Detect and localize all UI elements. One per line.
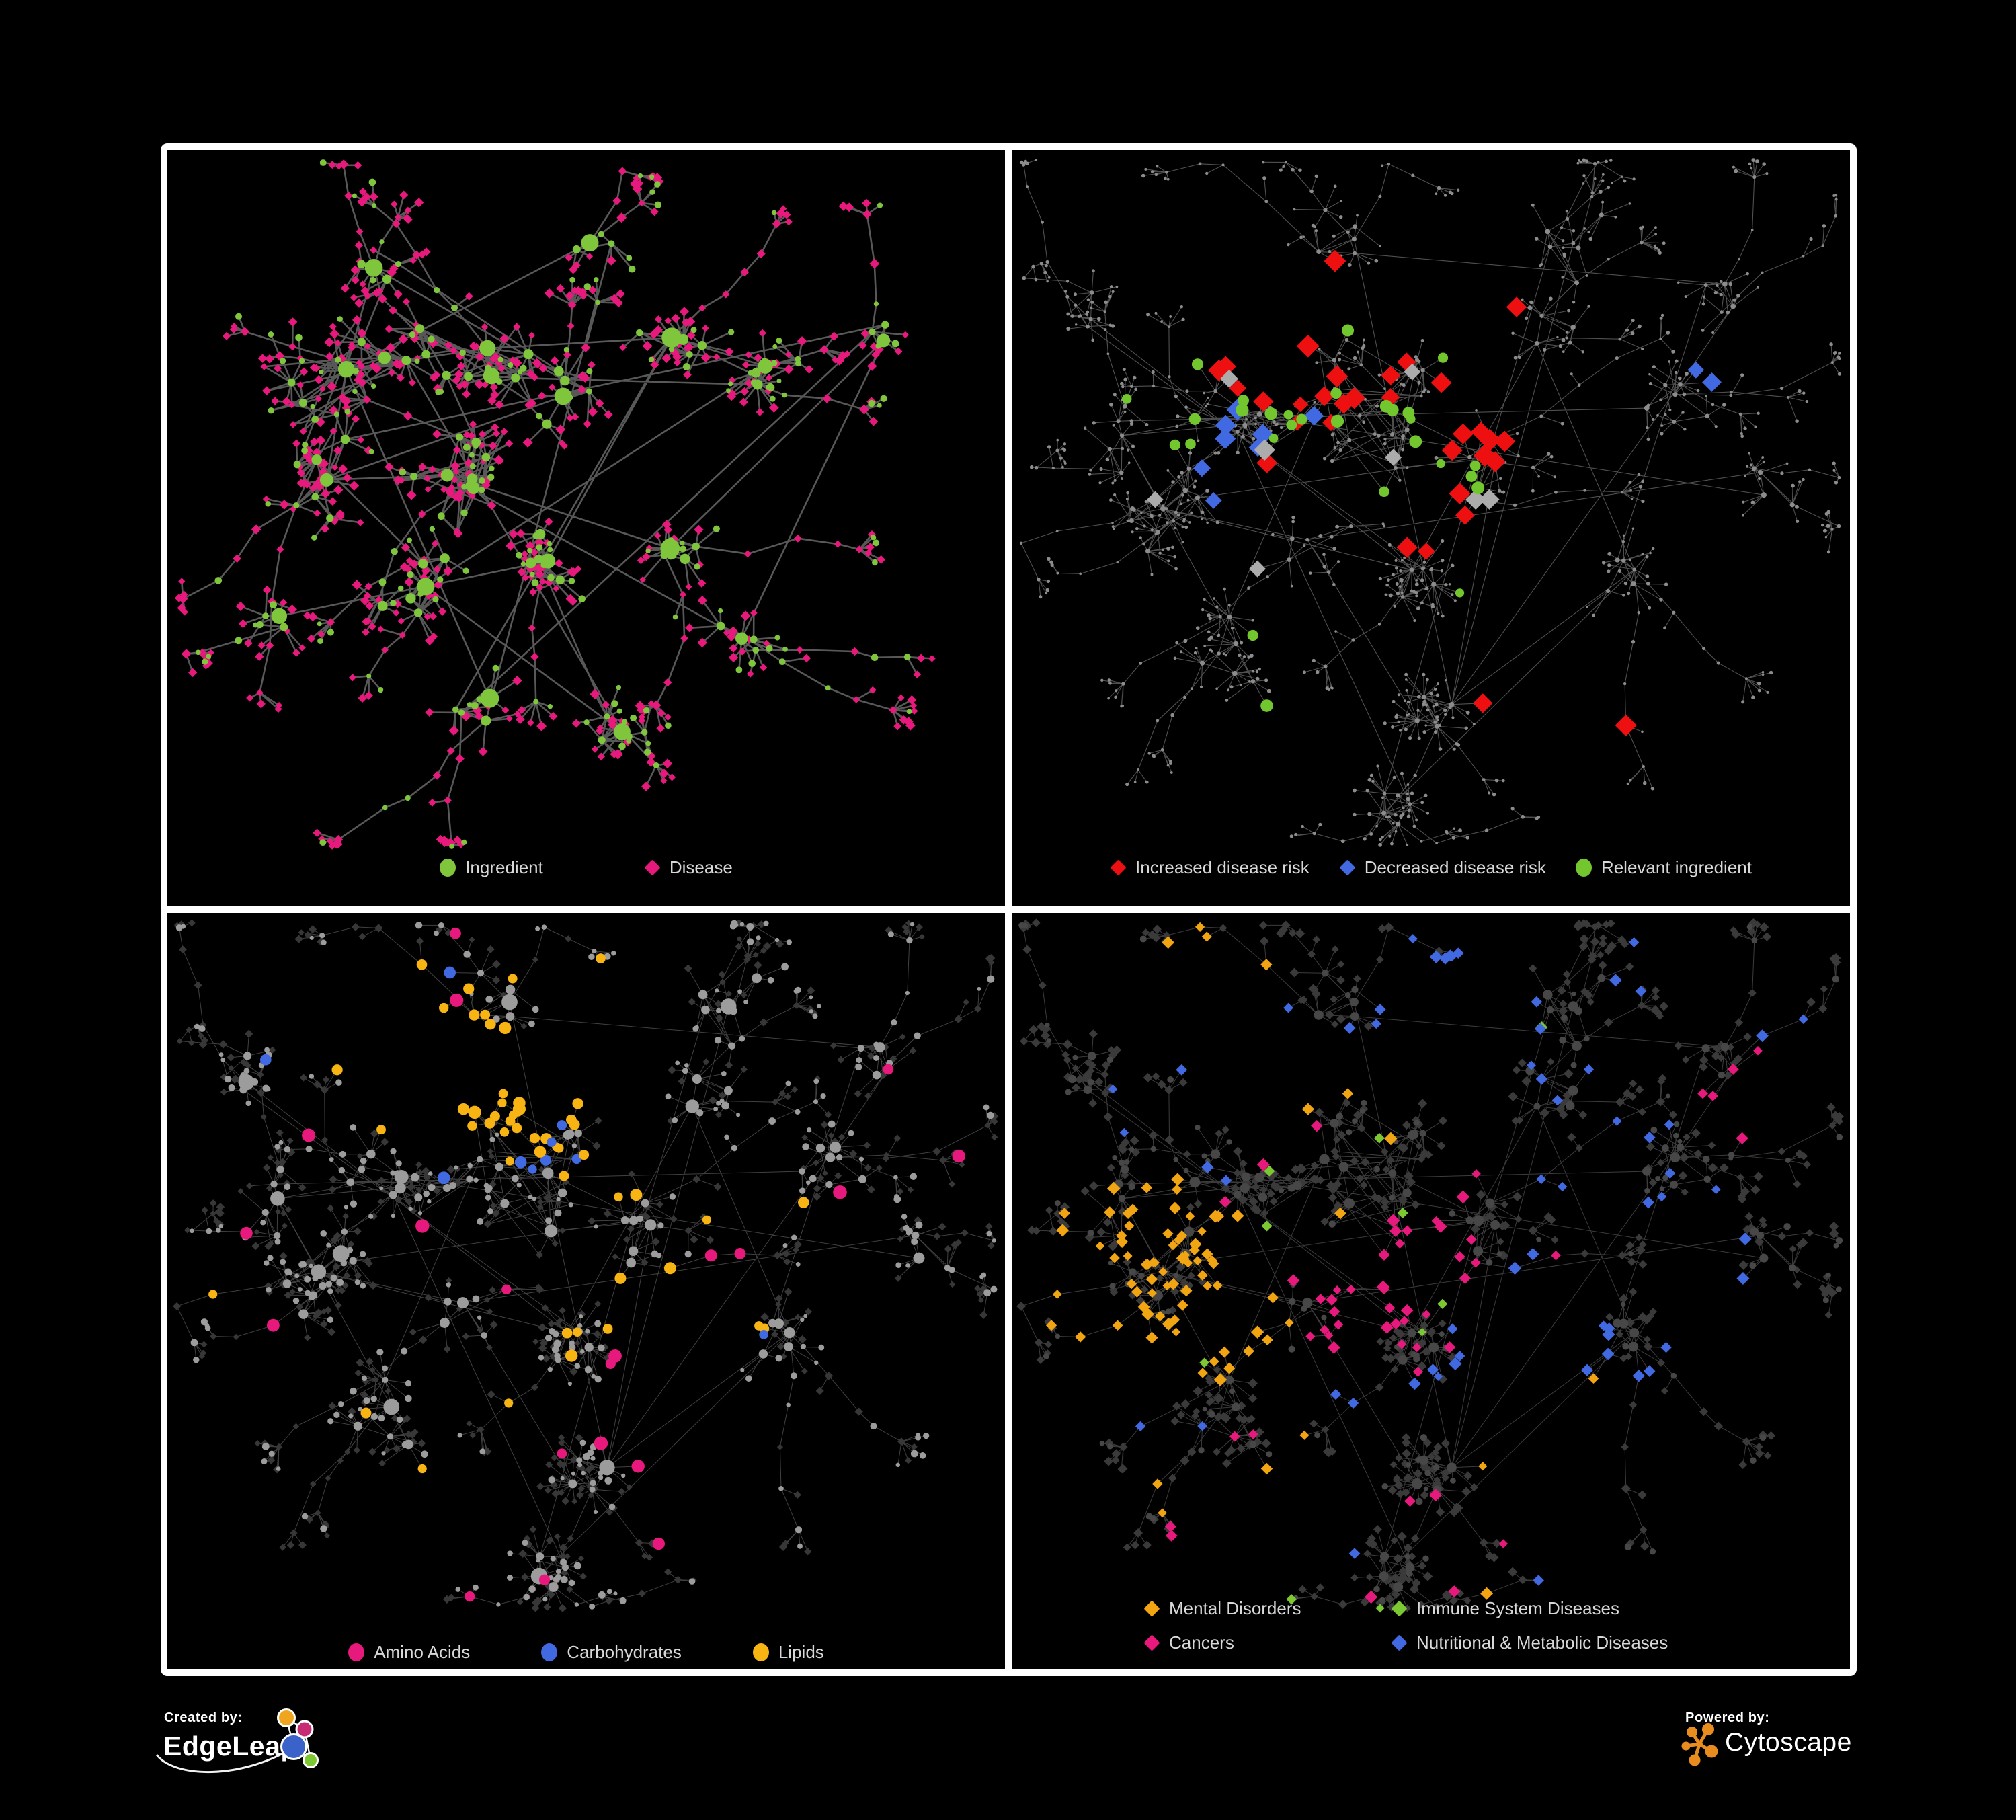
legend-label: Carbohydrates — [567, 1642, 682, 1662]
legend-item: Mental Disorders — [1143, 1598, 1391, 1619]
network-ingredient-disease — [174, 159, 936, 850]
cytoscape-logo-edges — [1684, 1727, 1713, 1762]
legend-label: Relevant ingredient — [1601, 857, 1752, 877]
cytoscape-logo-node — [1689, 1754, 1701, 1766]
legend-disease-risk: Increased disease risk Decreased disease … — [1012, 857, 1850, 878]
legend-ingredient-disease: Ingredient Disease — [167, 857, 1005, 878]
created-by-label: Created by: — [164, 1710, 243, 1725]
network-nutrient-classes — [173, 919, 999, 1612]
network-disease-classes — [1016, 918, 1844, 1613]
legend-marker-diamond-icon — [1110, 859, 1127, 876]
legend-label: Ingredient — [465, 857, 543, 877]
cytoscape-logo-node — [1681, 1741, 1691, 1751]
legend-marker-diamond-icon — [1143, 1634, 1160, 1651]
panel-nutrient-classes: Amino Acids Carbohydrates Lipids — [167, 913, 1005, 1669]
legend-marker-circle-icon — [752, 1643, 769, 1661]
legend-marker-diamond-icon — [1339, 859, 1356, 876]
legend-marker-circle-icon — [440, 859, 456, 877]
cytoscape-logo-icon — [1681, 1723, 1718, 1766]
legend-marker-diamond-icon — [1391, 1634, 1408, 1651]
legend-item: Relevant ingredient — [1575, 857, 1752, 878]
edgeleap-swoosh — [155, 1745, 296, 1773]
legend-item: Increased disease risk — [1110, 857, 1309, 878]
frame-divider-horizontal — [161, 906, 1857, 913]
legend-item: Immune System Diseases — [1391, 1598, 1668, 1619]
legend-marker-circle-icon — [541, 1643, 558, 1661]
legend-marker-diamond-icon — [1391, 1600, 1408, 1617]
legend-label: Increased disease risk — [1135, 857, 1309, 877]
cytoscape-logo-node — [1705, 1745, 1718, 1758]
legend-marker-circle-icon — [348, 1643, 365, 1661]
legend-item: Decreased disease risk — [1339, 857, 1546, 878]
panel-disease-classes: Mental Disorders Immune System Diseases Ca… — [1012, 913, 1850, 1669]
legend-item: Ingredient — [440, 857, 543, 878]
panel-disease-risk: Increased disease risk Decreased disease … — [1012, 150, 1850, 906]
legend-marker-diamond-icon — [644, 859, 661, 876]
edgeleap-node-blue — [280, 1733, 307, 1760]
legend-item: Lipids — [752, 1642, 824, 1663]
legend-label: Mental Disorders — [1169, 1598, 1301, 1618]
panel-ingredient-disease: Ingredient Disease — [167, 150, 1005, 906]
legend-label: Amino Acids — [374, 1642, 471, 1662]
legend-label: Nutritional & Metabolic Diseases — [1416, 1632, 1668, 1653]
cytoscape-logo-node — [1702, 1723, 1714, 1735]
legend-label: Decreased disease risk — [1364, 857, 1546, 877]
legend-label: Disease — [669, 857, 733, 877]
legend-marker-diamond-icon — [1143, 1600, 1160, 1617]
network-disease-risk — [1019, 158, 1841, 847]
edgeleap-node-magenta — [295, 1720, 314, 1739]
edgeleap-logo-icon — [155, 1708, 319, 1773]
legend-item: Nutritional & Metabolic Diseases — [1391, 1632, 1668, 1653]
cytoscape-wordmark: Cytoscape — [1725, 1728, 1852, 1757]
edgeleap-node-orange — [277, 1708, 296, 1727]
edgeleap-node-green — [303, 1752, 319, 1768]
legend-item: Cancers — [1143, 1632, 1391, 1653]
legend-item: Amino Acids — [348, 1642, 470, 1663]
legend-label: Lipids — [778, 1642, 824, 1662]
legend-label: Cancers — [1169, 1632, 1234, 1653]
legend-item: Disease — [644, 857, 733, 878]
legend-label: Immune System Diseases — [1416, 1598, 1619, 1618]
legend-nutrient-classes: Amino Acids Carbohydrates Lipids — [167, 1642, 1005, 1663]
legend-marker-circle-icon — [1575, 859, 1592, 877]
powered-by-label: Powered by: — [1685, 1710, 1770, 1725]
cytoscape-logo-node — [1687, 1727, 1697, 1737]
cytoscape-logo-node — [1696, 1741, 1703, 1747]
legend-disease-classes: Mental Disorders Immune System Diseases Ca… — [1143, 1598, 1668, 1653]
legend-item: Carbohydrates — [541, 1642, 682, 1663]
